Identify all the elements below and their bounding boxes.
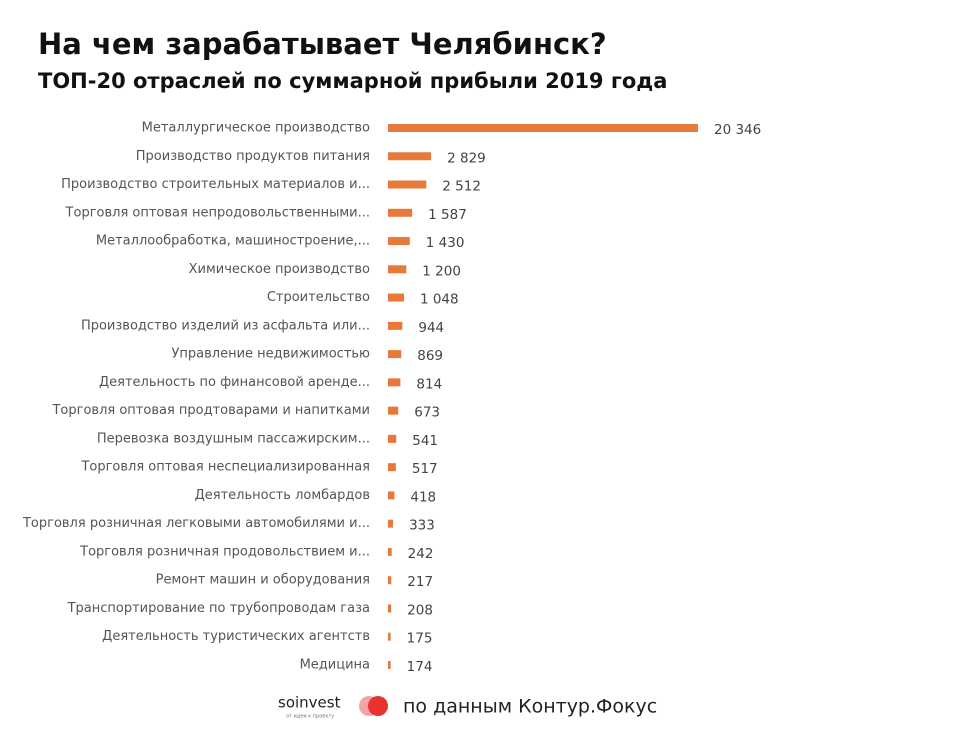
bar xyxy=(388,463,396,472)
logo: soinvest xyxy=(278,694,341,712)
value-label: 217 xyxy=(407,574,433,590)
bar xyxy=(388,265,407,274)
bar xyxy=(388,378,401,387)
category-label: Химическое производство xyxy=(189,262,370,277)
category-label: Производство продуктов питания xyxy=(136,149,370,164)
category-label: Перевозка воздушным пассажирским... xyxy=(97,431,370,446)
bar xyxy=(388,293,404,302)
bar xyxy=(388,208,413,217)
bar xyxy=(388,661,391,669)
chart-subtitle: ТОП-20 отраслей по суммарной прибыли 201… xyxy=(38,69,667,93)
value-label: 944 xyxy=(418,320,444,336)
category-label: Торговля оптовая непродовольственными... xyxy=(65,205,370,220)
category-label: Торговля оптовая неспециализированная xyxy=(80,460,370,475)
value-label: 814 xyxy=(416,376,442,392)
bar xyxy=(388,180,427,189)
bar xyxy=(388,434,397,443)
value-label: 1 048 xyxy=(420,292,459,308)
category-label: Металлообработка, машиностроение,... xyxy=(96,234,370,249)
category-label: Медицина xyxy=(300,658,370,673)
category-label: Торговля розничная легковыми автомобилям… xyxy=(22,516,370,531)
category-label: Деятельность по финансовой аренде... xyxy=(99,375,370,390)
value-label: 2 829 xyxy=(447,150,486,166)
bar xyxy=(388,237,410,246)
value-label: 242 xyxy=(408,546,434,562)
category-label: Производство изделий из асфальта или... xyxy=(81,318,370,333)
chart-title: На чем зарабатывает Челябинск? xyxy=(38,27,607,61)
value-label: 1 430 xyxy=(426,235,465,251)
category-label: Деятельность ломбардов xyxy=(195,488,370,503)
bar xyxy=(388,632,391,641)
bar xyxy=(388,124,698,132)
category-label: Производство строительных материалов и..… xyxy=(61,177,370,192)
category-label: Строительство xyxy=(267,290,370,305)
bar xyxy=(388,406,399,415)
value-label: 541 xyxy=(412,433,438,449)
value-label: 174 xyxy=(407,659,433,675)
bar xyxy=(388,547,392,556)
category-label: Торговля оптовая продтоварами и напиткам… xyxy=(51,403,370,418)
bar xyxy=(388,576,392,585)
category-label: Деятельность туристических агентств xyxy=(102,629,370,644)
bar xyxy=(388,604,392,613)
bar xyxy=(388,491,395,500)
value-label: 418 xyxy=(410,489,436,505)
logo-circle xyxy=(368,696,388,716)
source: по данным Контур.Фокус xyxy=(403,696,657,718)
value-label: 20 346 xyxy=(714,122,761,138)
bar xyxy=(388,152,432,161)
value-label: 333 xyxy=(409,518,435,534)
category-label: Управление недвижимостью xyxy=(171,347,370,362)
category-label: Ремонт машин и оборудования xyxy=(156,573,370,588)
value-label: 175 xyxy=(407,631,433,647)
category-label: Транспортирование по трубопроводам газа xyxy=(67,601,370,616)
value-label: 208 xyxy=(407,602,433,618)
value-label: 869 xyxy=(417,348,443,364)
value-label: 1 587 xyxy=(428,207,467,223)
bar xyxy=(388,321,403,330)
bar xyxy=(388,350,402,359)
value-label: 2 512 xyxy=(442,179,481,195)
value-label: 673 xyxy=(414,405,440,421)
logo-tagline: от идеи к проекту xyxy=(286,714,334,720)
value-label: 1 200 xyxy=(422,263,461,279)
category-label: Торговля розничная продовольствием и... xyxy=(79,544,370,559)
value-label: 517 xyxy=(412,461,438,477)
category-label: Металлургическое производство xyxy=(142,121,370,136)
bar xyxy=(388,519,394,528)
